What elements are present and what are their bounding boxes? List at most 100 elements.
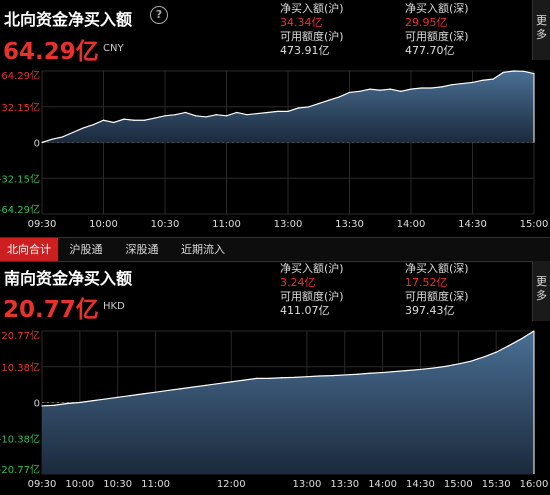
south-point <box>432 367 434 369</box>
south-point <box>394 370 396 373</box>
south-point <box>331 375 333 377</box>
south-point <box>356 373 358 375</box>
south-xtick-label: 10:00 <box>65 479 94 490</box>
north-buy-sz: 净买入额(深) 29.95亿 可用额度(深) 477.70亿 <box>405 2 469 58</box>
south-point <box>180 388 182 390</box>
north-point <box>195 115 197 117</box>
north-point <box>72 131 74 134</box>
north-xtick-label: 15:00 <box>520 219 549 230</box>
south-more-button[interactable]: 更多 <box>532 261 550 321</box>
north-xtick-label: 14:30 <box>458 219 487 230</box>
south-xtick-label: 15:00 <box>444 479 473 490</box>
north-ytick-label: 64.29亿 <box>1 69 40 82</box>
north-point <box>164 115 166 117</box>
tab-shanghai-connect[interactable]: 沪股通 <box>69 243 103 256</box>
south-point <box>205 384 207 386</box>
south-buy-sz-value: 17.52亿 <box>405 276 448 289</box>
south-point <box>243 379 245 381</box>
south-point <box>457 363 459 365</box>
north-point <box>154 117 156 119</box>
south-point <box>382 371 384 374</box>
north-point <box>328 99 330 101</box>
north-point <box>318 102 320 105</box>
south-xtick-label: 10:30 <box>103 479 132 490</box>
south-point <box>482 356 485 358</box>
north-point <box>133 119 135 121</box>
south-chart: 20.77亿 10.38亿 0 -10.38亿 -20.77亿 09:30 10:00 10:… <box>0 329 548 490</box>
north-ytick-label: -64.29亿 <box>0 203 40 216</box>
south-buy-sz-label: 净买入额(深) <box>405 262 469 275</box>
north-point <box>123 118 125 120</box>
north-ytick-label: 32.15亿 <box>1 101 40 114</box>
south-xtick-label: 11:00 <box>141 479 170 490</box>
south-point <box>142 393 144 395</box>
north-point <box>184 111 187 114</box>
north-point <box>307 106 310 108</box>
south-point <box>79 401 81 404</box>
north-point <box>348 91 351 94</box>
north-chart: 64.29亿 32.15亿 0 -32.15亿 -64.29亿 09:30 10:00 10:… <box>0 69 549 230</box>
south-point <box>293 376 295 378</box>
south-point <box>41 405 43 407</box>
north-point <box>410 88 412 90</box>
south-quota-sh-label: 可用额度(沪) <box>280 290 344 303</box>
north-unit: CNY <box>103 43 124 54</box>
north-point <box>502 71 504 74</box>
north-point <box>205 116 207 118</box>
south-net-value: 20.77亿 <box>3 297 99 323</box>
south-ytick-label: 0 <box>34 399 40 410</box>
south-buy-sh: 净买入额(沪) 3.24亿 可用额度(沪) 411.07亿 <box>280 262 344 318</box>
south-point <box>470 360 472 362</box>
north-panel: 北向资金净买入额 ? 64.29亿 CNY 净买入额(沪) 34.34亿 可用额… <box>0 0 550 237</box>
north-xtick-label: 09:30 <box>28 219 57 230</box>
south-xtick-label: 12:00 <box>217 479 246 490</box>
north-quota-sh-label: 可用额度(沪) <box>280 30 344 43</box>
north-point <box>400 90 402 92</box>
north-point <box>482 79 484 81</box>
south-buy-sh-label: 净买入额(沪) <box>280 262 344 275</box>
south-unit: HKD <box>103 301 125 312</box>
south-buy-sz: 净买入额(深) 17.52亿 可用额度(深) 397.43亿 <box>405 262 469 318</box>
south-point <box>344 374 346 376</box>
tab-shenzhen-connect[interactable]: 深股通 <box>125 243 159 256</box>
south-point <box>495 351 497 353</box>
north-buy-sz-value: 29.95亿 <box>405 16 448 29</box>
south-point <box>167 389 169 392</box>
north-point <box>92 124 94 126</box>
north-point <box>266 111 269 114</box>
north-xtick-label: 14:00 <box>397 219 426 230</box>
north-more-label: 更多 <box>536 14 547 41</box>
north-point <box>113 121 115 124</box>
south-point <box>192 386 194 388</box>
north-point <box>246 114 248 116</box>
south-xtick-label: 14:00 <box>368 479 397 490</box>
north-point <box>236 111 238 114</box>
south-point <box>154 391 157 393</box>
south-xtick-label: 14:30 <box>406 479 435 490</box>
south-title: 南向资金净买入额 <box>4 269 133 288</box>
north-point <box>471 81 474 84</box>
help-icon[interactable]: ? <box>150 6 168 24</box>
north-point <box>338 96 340 98</box>
north-quota-sh-value: 473.91亿 <box>280 44 330 57</box>
south-quota-sz-label: 可用额度(深) <box>405 290 469 303</box>
north-quota-sz-label: 可用额度(深) <box>405 30 469 43</box>
north-point <box>102 119 105 121</box>
south-point <box>369 372 371 374</box>
south-xtick-label: 13:00 <box>293 479 322 490</box>
south-point <box>318 375 321 377</box>
north-xtick-label: 10:00 <box>89 219 118 230</box>
tab-recent-inflow[interactable]: 近期流入 <box>181 243 225 256</box>
north-point <box>215 114 217 116</box>
south-series-line <box>41 330 535 407</box>
south-quota-sz-value: 397.43亿 <box>405 304 455 317</box>
north-point <box>451 84 453 86</box>
south-point <box>54 404 56 406</box>
south-point <box>445 365 447 367</box>
south-xtick-label: 09:30 <box>28 479 57 490</box>
north-point <box>523 70 525 72</box>
tab-north-total[interactable]: 北向合计 <box>0 238 58 261</box>
north-more-button[interactable]: 更多 <box>532 0 550 60</box>
south-point <box>281 377 283 379</box>
north-point <box>389 88 392 90</box>
